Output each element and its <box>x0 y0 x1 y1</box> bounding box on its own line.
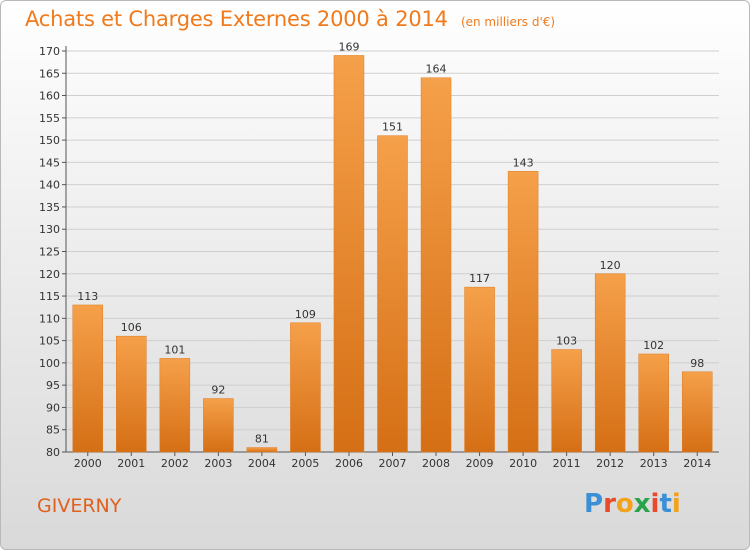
x-tick-label: 2012 <box>596 457 624 470</box>
y-tick-label: 100 <box>39 357 60 370</box>
x-tick-label: 2014 <box>683 457 711 470</box>
bar-value-label: 92 <box>211 384 225 397</box>
x-tick-label: 2002 <box>161 457 189 470</box>
x-tick-label: 2000 <box>74 457 102 470</box>
proxiti-logo[interactable]: Proxiti <box>584 489 681 519</box>
bar-value-label: 143 <box>513 156 534 169</box>
x-tick-label: 2010 <box>509 457 537 470</box>
y-tick-label: 115 <box>39 290 60 303</box>
y-tick-label: 80 <box>46 446 60 459</box>
bar <box>246 447 278 453</box>
logo-letter: o <box>615 489 634 519</box>
y-tick-label: 130 <box>39 223 60 236</box>
bar <box>551 349 582 453</box>
bar <box>681 371 713 453</box>
y-tick-label: 85 <box>46 424 60 437</box>
y-tick-label: 95 <box>46 379 60 392</box>
bars <box>72 55 713 453</box>
bar <box>203 398 234 453</box>
labels: 80 85 90 95 100 105 110 115 120 125 130 135 140 145 15… <box>39 40 711 470</box>
x-tick-label: 2004 <box>248 457 276 470</box>
x-tick-label: 2013 <box>640 457 668 470</box>
bar-value-label: 81 <box>255 433 269 446</box>
bar-value-label: 151 <box>382 121 403 134</box>
y-tick-label: 120 <box>39 268 60 281</box>
chart-title-group: Achats et Charges Externes 2000 à 2014 (… <box>25 7 555 31</box>
y-tick-label: 135 <box>39 201 60 214</box>
y-tick-label: 90 <box>46 401 60 414</box>
bar <box>464 286 495 453</box>
bar-value-label: 102 <box>643 339 664 352</box>
x-tick-label: 2009 <box>466 457 494 470</box>
chart-title: Achats et Charges Externes 2000 à 2014 <box>25 7 448 31</box>
bar <box>377 135 408 453</box>
y-tick-label: 150 <box>39 134 60 147</box>
logo-letter: x <box>633 489 651 519</box>
y-tick-label: 170 <box>39 45 60 58</box>
bar <box>290 322 321 453</box>
y-tick-label: 160 <box>39 90 60 103</box>
y-tick-label: 140 <box>39 179 60 192</box>
x-tick-label: 2011 <box>553 457 581 470</box>
bar <box>594 273 626 453</box>
logo-letter: r <box>603 489 616 519</box>
chart-subtitle: (en milliers d'€) <box>460 15 556 29</box>
bar-value-label: 101 <box>164 343 185 356</box>
bar-value-label: 109 <box>295 308 316 321</box>
bar-value-label: 164 <box>426 63 447 76</box>
logo-letter: P <box>584 489 604 519</box>
logo-letter: i <box>650 489 660 519</box>
bar-value-label: 106 <box>121 321 142 334</box>
bar <box>116 335 147 453</box>
bar <box>159 358 191 453</box>
y-tick-label: 125 <box>39 246 60 259</box>
y-tick-label: 145 <box>39 156 60 169</box>
x-tick-label: 2003 <box>204 457 232 470</box>
x-tick-label: 2007 <box>379 457 407 470</box>
logo-letter: t <box>659 489 672 519</box>
location-label: GIVERNY <box>37 495 122 517</box>
y-tick-label: 155 <box>39 112 60 125</box>
bar <box>420 77 452 453</box>
bar-value-label: 169 <box>338 40 359 53</box>
bar-value-label: 120 <box>600 259 621 272</box>
x-tick-label: 2006 <box>335 457 363 470</box>
bar <box>507 171 539 453</box>
bar-value-label: 113 <box>77 290 98 303</box>
y-tick-label: 110 <box>39 312 60 325</box>
logo-letter: i <box>671 489 681 519</box>
x-tick-label: 2001 <box>117 457 145 470</box>
y-tick-label: 105 <box>39 335 60 348</box>
bar-value-label: 117 <box>469 272 490 285</box>
bar-value-label: 98 <box>690 357 704 370</box>
bar-value-label: 103 <box>556 335 577 348</box>
bar <box>72 304 104 453</box>
x-tick-label: 2008 <box>422 457 450 470</box>
bar <box>333 55 365 453</box>
bar <box>638 353 669 453</box>
x-tick-label: 2005 <box>291 457 319 470</box>
y-tick-label: 165 <box>39 67 60 80</box>
